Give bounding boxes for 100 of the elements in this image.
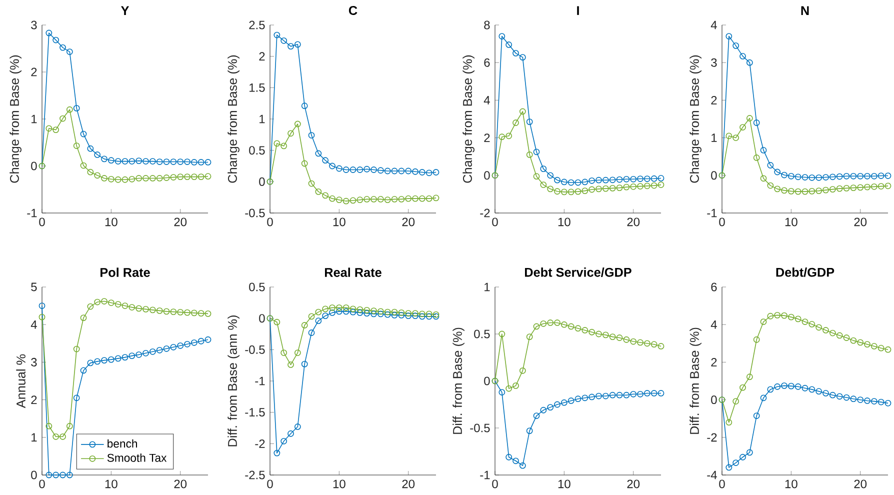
- point: [336, 304, 342, 311]
- point: [822, 174, 829, 180]
- point: [878, 344, 884, 352]
- point: [377, 308, 384, 315]
- point: [73, 394, 80, 402]
- point: [506, 385, 512, 392]
- x-tick-label: 10: [558, 480, 570, 488]
- y-tick-label: 6: [484, 58, 490, 67]
- point: [418, 310, 426, 318]
- point: [864, 341, 870, 348]
- point: [128, 176, 136, 182]
- x-tick-label: 0: [719, 480, 725, 488]
- point: [142, 175, 149, 182]
- point: [128, 158, 136, 164]
- y-tick-label: 0.5: [474, 330, 490, 338]
- point: [184, 158, 190, 165]
- point: [746, 449, 753, 456]
- point: [274, 32, 280, 38]
- x-tick-label: 20: [174, 218, 187, 226]
- point: [788, 382, 794, 390]
- point: [836, 185, 843, 192]
- point: [650, 341, 658, 348]
- point: [637, 390, 644, 398]
- point: [512, 458, 519, 464]
- point: [794, 383, 802, 390]
- x-tick-label: 10: [105, 480, 118, 488]
- point: [350, 166, 356, 173]
- point: [857, 184, 864, 191]
- point: [836, 332, 843, 339]
- point: [808, 386, 816, 393]
- point: [609, 392, 616, 398]
- point: [432, 194, 440, 202]
- point: [204, 310, 212, 317]
- point: [588, 328, 596, 336]
- point: [582, 178, 588, 186]
- point: [280, 37, 288, 44]
- point: [149, 175, 156, 182]
- point: [198, 310, 204, 317]
- point: [356, 166, 364, 173]
- point: [80, 367, 87, 374]
- point: [301, 322, 308, 328]
- point: [60, 115, 66, 122]
- point: [878, 172, 884, 179]
- point: [870, 172, 878, 180]
- point: [616, 176, 623, 183]
- y-tick-label: 2: [711, 358, 717, 366]
- point: [46, 125, 52, 132]
- point: [609, 184, 616, 192]
- point: [108, 157, 114, 164]
- point: [128, 304, 136, 310]
- point: [568, 188, 574, 196]
- point: [498, 134, 506, 140]
- point: [377, 310, 384, 318]
- point: [547, 172, 554, 179]
- point: [740, 384, 746, 391]
- point: [136, 305, 142, 312]
- point: [370, 196, 377, 202]
- point: [87, 145, 94, 152]
- point: [177, 158, 184, 165]
- point: [630, 176, 637, 182]
- point: [816, 188, 822, 194]
- point: [87, 168, 94, 176]
- point: [315, 318, 322, 324]
- point: [560, 178, 568, 186]
- point: [114, 176, 122, 183]
- point: [808, 321, 816, 328]
- point: [184, 174, 190, 180]
- point: [308, 180, 315, 187]
- point: [294, 424, 301, 430]
- y-tick-label: 0: [31, 470, 37, 480]
- point: [519, 54, 526, 61]
- point: [136, 175, 142, 182]
- point: [794, 174, 802, 180]
- y-tick-label: -0.5: [470, 424, 490, 432]
- y-tick-label: 0.5: [249, 146, 265, 155]
- point: [726, 33, 732, 40]
- point: [574, 188, 582, 195]
- point: [630, 390, 637, 398]
- point: [836, 173, 843, 180]
- point: [274, 318, 280, 326]
- point: [156, 158, 163, 165]
- point: [142, 350, 149, 356]
- point: [560, 321, 568, 328]
- point: [816, 388, 822, 395]
- x-tick-label: 0: [39, 218, 45, 226]
- point: [342, 304, 350, 311]
- point: [66, 422, 73, 430]
- point: [760, 175, 767, 182]
- point: [163, 174, 170, 181]
- point: [753, 412, 760, 419]
- point: [405, 310, 412, 317]
- point: [288, 130, 294, 137]
- point: [384, 168, 391, 174]
- point: [136, 158, 142, 164]
- x-tick-label: 20: [402, 218, 415, 226]
- point: [342, 166, 350, 173]
- point: [398, 196, 405, 202]
- y-tick-label: 0: [484, 171, 490, 180]
- y-tick-label: 0: [484, 376, 490, 386]
- point: [602, 332, 609, 338]
